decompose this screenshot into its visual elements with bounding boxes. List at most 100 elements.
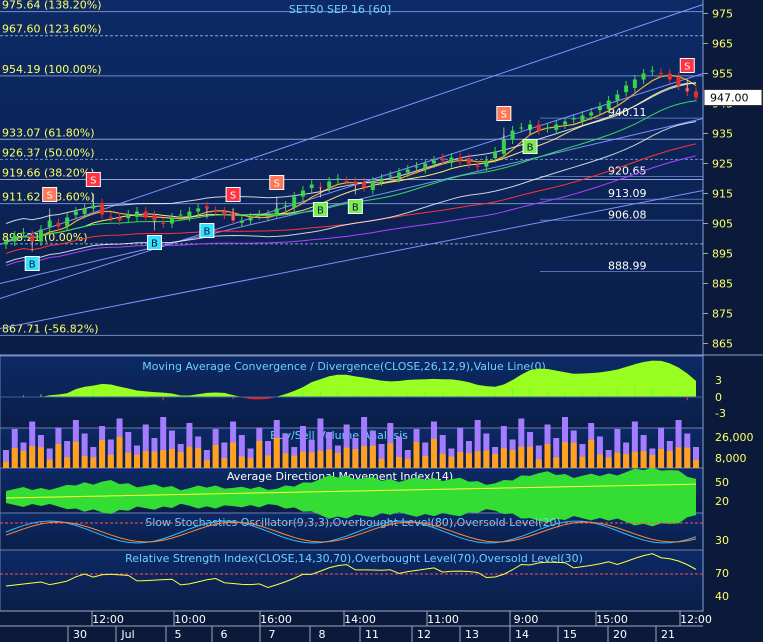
candle-body — [597, 106, 602, 111]
candle — [38, 225, 43, 246]
candle-body — [178, 214, 183, 216]
stochastic-tick-label: 30 — [715, 534, 729, 547]
fib-label: 954.19 (100.00%) — [2, 63, 102, 76]
volume-buy-bar — [20, 450, 27, 468]
signal-label: S — [46, 191, 52, 202]
macd-tick-label: 0 — [715, 391, 722, 404]
candle-body — [152, 215, 157, 221]
date-label: 8 — [319, 628, 326, 641]
time-label: 9:00 — [514, 613, 539, 626]
volume-buy-bar — [3, 461, 9, 468]
candle-body — [117, 217, 122, 221]
trend-channel-line — [0, 190, 704, 329]
candle — [431, 156, 436, 168]
candle — [73, 207, 78, 220]
volume-sell-bar — [422, 442, 429, 468]
level-label: 940.11 — [608, 106, 647, 119]
volume-sell-bar — [125, 432, 132, 468]
volume-sell-bar — [46, 448, 53, 468]
volume-tick-label: 26,000 — [715, 431, 754, 444]
candle — [344, 176, 349, 186]
volume-buy-bar — [579, 456, 586, 468]
candle — [397, 168, 402, 183]
candle — [379, 174, 384, 186]
candle-body — [187, 211, 192, 217]
candle — [659, 68, 664, 78]
date-label: 7 — [269, 628, 276, 641]
volume-buy-bar — [361, 446, 368, 468]
macd-positive-area — [0, 360, 696, 397]
candle-body — [300, 190, 305, 197]
date-label: 13 — [465, 628, 479, 641]
volume-buy-bar — [11, 448, 18, 468]
candle-body — [135, 211, 140, 217]
fib-label: 919.66 (38.20%) — [2, 167, 95, 180]
candle — [615, 90, 620, 105]
candle — [388, 171, 393, 181]
volume-buy-bar — [396, 456, 403, 468]
volume-buy-bar — [413, 441, 420, 468]
adx-line — [5, 483, 697, 499]
candle — [4, 237, 8, 249]
candle — [589, 108, 594, 120]
candle-body — [12, 235, 17, 242]
candle-body — [580, 115, 585, 121]
volume-sell-bar — [614, 429, 621, 468]
ma-mid-line — [5, 82, 697, 242]
candle-body — [257, 214, 262, 216]
volume-buy-bar — [326, 449, 333, 468]
price-tick-label: 935 — [712, 128, 733, 141]
candle — [169, 213, 174, 228]
candle-body — [318, 186, 323, 188]
volume-buy-bar — [693, 459, 699, 468]
volume-buy-bar — [151, 451, 158, 468]
volume-buy-bar — [125, 452, 132, 468]
volume-buy-bar — [317, 450, 324, 468]
price-tick-label: 975 — [712, 8, 733, 21]
last-price-box — [703, 89, 763, 106]
candle — [667, 69, 672, 84]
volume-sell-bar — [675, 420, 682, 468]
fib-label: 967.60 (123.60%) — [2, 23, 102, 36]
trend-channel-line — [0, 4, 704, 245]
signal-label: B — [352, 203, 359, 214]
candle-body — [204, 206, 209, 209]
date-label: 21 — [661, 628, 675, 641]
candle — [335, 174, 340, 184]
volume-buy-bar — [265, 455, 272, 468]
candle-body — [362, 182, 367, 188]
date-label: 6 — [221, 628, 228, 641]
sell-signal-marker — [269, 175, 285, 190]
candle — [248, 213, 253, 225]
stochastic-d-line — [5, 521, 697, 543]
candle-body — [510, 130, 515, 140]
candle-body — [91, 205, 96, 209]
candle-body — [694, 91, 698, 98]
candle-body — [108, 216, 113, 218]
volume-buy-bar — [64, 457, 71, 468]
candle-body — [143, 211, 148, 218]
candle — [466, 153, 471, 168]
candle-body — [414, 166, 419, 168]
candle — [300, 186, 305, 201]
signal-label: B — [151, 239, 158, 250]
volume-buy-bar — [483, 450, 490, 468]
volume-sell-bar — [299, 426, 306, 468]
candle-body — [21, 232, 26, 234]
candle — [580, 111, 585, 126]
candle — [283, 201, 288, 211]
volume-buy-bar — [570, 442, 577, 468]
volume-buy-bar — [422, 456, 429, 468]
time-label: 15:00 — [596, 613, 628, 626]
fib-label: 867.71 (-56.82%) — [2, 322, 98, 335]
candle-body — [405, 169, 410, 173]
volume-buy-bar — [186, 446, 193, 468]
price-tick-label: 925 — [712, 158, 733, 171]
adx-tick-label: 20 — [715, 495, 729, 508]
volume-buy-bar — [212, 444, 219, 468]
candle-body — [196, 208, 201, 212]
price-tick-label: 905 — [712, 218, 733, 231]
candle-body — [571, 118, 576, 120]
volume-sell-bar — [265, 441, 272, 468]
